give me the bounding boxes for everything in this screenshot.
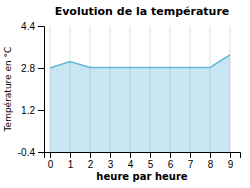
tick-mark <box>130 152 131 158</box>
tick-mark <box>38 110 44 111</box>
tick-label: 9 <box>228 159 234 170</box>
tick: 1 <box>68 152 74 170</box>
tick: 1.2 <box>21 105 44 116</box>
tick: -0.4 <box>18 147 44 158</box>
tick-label: 1 <box>68 159 74 170</box>
tick-label: 2 <box>88 159 94 170</box>
tick-label: 3 <box>108 159 114 170</box>
title: Evolution de la température <box>55 5 230 18</box>
tick-label: 5 <box>148 159 154 170</box>
tick: 0 <box>48 152 54 170</box>
tick-mark <box>170 152 171 158</box>
y-axis-title: Température en °C <box>3 47 13 133</box>
tick-mark <box>230 152 231 158</box>
tick-label: 2.8 <box>21 63 35 74</box>
tick: 2.8 <box>21 63 44 74</box>
tick: 6 <box>168 152 174 170</box>
y-axis-line <box>38 27 45 153</box>
tick-label: 8 <box>208 159 214 170</box>
tick-mark <box>110 152 111 158</box>
tick-label: 4 <box>128 159 134 170</box>
y-axis: -0.4 1.2 2.8 4.4 <box>18 21 45 158</box>
tick-label: 4.4 <box>21 21 35 32</box>
tick-mark <box>190 152 191 158</box>
tick-mark <box>90 152 91 158</box>
tick-mark <box>210 152 211 158</box>
tick: 5 <box>148 152 154 170</box>
tick-mark <box>38 68 44 69</box>
area <box>50 55 230 152</box>
tick-label: 1.2 <box>21 105 35 116</box>
chart: 0 1 2 3 4 5 6 7 8 9 -0.4 1.2 2.8 4.4 Evolution de la t… <box>0 0 250 188</box>
tick: 3 <box>108 152 114 170</box>
tick-mark <box>70 152 71 158</box>
tick: 8 <box>208 152 214 170</box>
tick-mark <box>38 152 44 153</box>
tick-label: 7 <box>188 159 194 170</box>
tick: 2 <box>88 152 94 170</box>
grid <box>50 26 230 152</box>
tick-label: 0 <box>48 159 54 170</box>
tick: 7 <box>188 152 194 170</box>
tick: 9 <box>228 152 234 170</box>
tick-label: 6 <box>168 159 174 170</box>
tick-mark <box>50 152 51 158</box>
tick-label: -0.4 <box>18 147 36 158</box>
plot-area <box>50 55 230 152</box>
x-axis: 0 1 2 3 4 5 6 7 8 9 <box>45 152 241 170</box>
tick-mark <box>38 26 44 27</box>
x-axis-title: heure par heure <box>96 171 187 182</box>
tick: 4.4 <box>21 21 44 32</box>
tick: 4 <box>128 152 134 170</box>
x-axis-line <box>45 153 241 159</box>
tick-mark <box>150 152 151 158</box>
line <box>50 55 230 68</box>
